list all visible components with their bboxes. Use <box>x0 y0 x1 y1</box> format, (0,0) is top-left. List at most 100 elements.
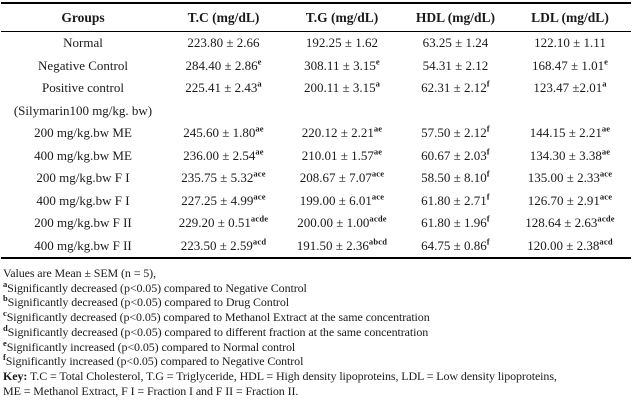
results-table: Groups T.C (mg/dL) T.G (mg/dL) HDL (mg/dL) L… <box>1 2 631 259</box>
value-superscript: acde <box>369 213 387 224</box>
table-row: Positive control 225.41 ± 2.43a 200.11 ± 3… <box>1 77 631 100</box>
table-row: 400 mg/kg.bw F I 227.25 ± 4.99ace 199.00 ±… <box>1 190 631 213</box>
value-superscript: ae <box>255 123 264 134</box>
value-superscript: f <box>486 168 490 179</box>
value-superscript: f <box>486 191 490 202</box>
footnote-item: eSignificantly increased (p<0.05) compar… <box>3 337 631 355</box>
value-cell: 227.25 ± 4.99ace <box>181 191 266 208</box>
value-superscript: ace <box>599 168 613 179</box>
footnote-item: fSignificantly increased (p<0.05) compar… <box>3 352 631 369</box>
value-superscript: abcd <box>368 236 388 247</box>
value-cell: 200.00 ± 1.00acde <box>297 213 387 230</box>
value-superscript: ace <box>253 191 266 202</box>
value-cell: 223.50 ± 2.59acd <box>180 236 267 253</box>
value-superscript: ace <box>371 168 385 179</box>
footnote-marker: e <box>3 337 7 348</box>
value-superscript: f <box>486 213 490 224</box>
value-cell: 144.15 ± 2.21ae <box>529 123 611 140</box>
value-superscript: f <box>486 146 490 157</box>
value-superscript: a <box>602 78 607 89</box>
value-cell: 191.50 ± 2.36abcd <box>296 236 388 253</box>
footnote-marker: a <box>3 278 8 289</box>
footnote-marker: f <box>3 352 6 363</box>
value-cell: 123.47 ±2.01a <box>533 78 607 95</box>
value-cell: 57.50 ± 2.12f <box>421 123 490 140</box>
value-cell: 225.41 ± 2.43a <box>185 78 262 95</box>
table-row: 400 mg/kg.bw ME 236.00 ± 2.54ae 210.01 ± 1… <box>1 145 631 168</box>
value-cell: 126.70 ± 2.91ace <box>527 191 613 208</box>
footnote-marker: c <box>3 308 7 319</box>
footnote-text: Significantly decreased (p<0.05) compare… <box>7 295 289 310</box>
table-row: (Silymarin100 mg/kg. bw) <box>1 100 631 123</box>
group-cell: Negative Control <box>38 57 128 73</box>
value-superscript: ae <box>373 123 383 134</box>
footnote-marker: b <box>3 293 8 304</box>
value-superscript: ace <box>371 191 385 202</box>
group-cell: 200 mg/kg.bw F II <box>34 215 132 230</box>
group-cell: 400 mg/kg.bw ME <box>34 147 132 163</box>
value-superscript: acde <box>597 213 615 224</box>
value-cell: 120.00 ± 2.38acd <box>527 236 613 253</box>
footnote-item: bSignificantly decreased (p<0.05) compar… <box>3 293 631 310</box>
value-cell: 62.31 ± 2.12f <box>421 78 490 95</box>
value-cell: 308.11 ± 3.15e <box>304 56 380 73</box>
value-cell: 236.00 ± 2.54ae <box>183 146 264 163</box>
table-row: 200 mg/kg.bw F II 229.20 ± 0.51acde 200.00… <box>1 212 631 235</box>
value-cell: 192.25 ± 1.62 <box>305 35 379 50</box>
value-cell: 54.31 ± 2.12 <box>422 57 489 73</box>
value-cell: 235.75 ± 5.32ace <box>181 168 266 185</box>
value-cell: 135.00 ± 2.33ace <box>527 168 613 185</box>
value-superscript: f <box>486 123 490 134</box>
value-cell <box>165 100 282 123</box>
footnote-item: aSignificantly decreased (p<0.05) compar… <box>3 278 631 296</box>
value-superscript: ace <box>253 168 266 179</box>
footnote-text: Significantly increased (p<0.05) compare… <box>5 354 304 369</box>
column-header: Groups <box>61 10 105 25</box>
group-cell: 200 mg/kg.bw ME <box>34 125 132 140</box>
value-cell: 63.25 ± 1.24 <box>422 35 489 50</box>
footnote-item: dSignificantly decreased (p<0.05) compar… <box>3 324 631 340</box>
value-cell: 168.47 ± 1.01e <box>531 56 609 73</box>
value-cell <box>509 100 631 123</box>
value-cell: 199.00 ± 6.01ace <box>299 191 385 208</box>
value-cell: 58.50 ± 8.10f <box>421 168 490 185</box>
footnote-text: Significantly decreased (p<0.05) compare… <box>7 324 429 339</box>
key-continuation: ME = Methanol Extract, F I = Fraction I … <box>3 383 299 398</box>
value-cell: 223.80 ± 2.66 <box>187 35 260 50</box>
value-superscript: e <box>257 56 262 67</box>
value-superscript: a <box>257 78 262 89</box>
table-row: 200 mg/kg.bw ME 245.60 ± 1.80ae 220.12 ± 2… <box>1 122 631 145</box>
value-superscript: f <box>486 78 490 89</box>
value-cell: 61.80 ± 1.96f <box>421 213 490 230</box>
value-superscript: f <box>486 236 490 247</box>
value-superscript: acd <box>599 236 613 247</box>
footnote-text: Significantly increased (p<0.05) compare… <box>6 339 296 354</box>
value-cell <box>402 100 509 123</box>
table-row: 400 mg/kg.bw F II 223.50 ± 2.59acd 191.50 … <box>1 235 631 259</box>
value-cell: 210.01 ± 1.57ae <box>301 146 383 163</box>
key-label: Key: <box>3 368 28 383</box>
column-header: HDL (mg/dL) <box>415 10 496 25</box>
group-cell: Positive control <box>42 80 124 95</box>
value-cell: 208.67 ± 7.07ace <box>299 168 385 185</box>
group-cell: 400 mg/kg.bw F II <box>34 237 132 253</box>
value-superscript: e <box>375 56 380 67</box>
value-cell: 245.60 ± 1.80ae <box>183 123 264 140</box>
value-superscript: e <box>604 56 609 67</box>
table-body: Normal 223.80 ± 2.66 192.25 ± 1.62 63.25 ± … <box>1 32 631 259</box>
key-text: T.C = Total Cholesterol, T.G = Triglycer… <box>27 368 557 383</box>
value-superscript: ace <box>599 191 613 202</box>
footnotes-list: a Significantly decreased (p<0.05) compar… <box>3 278 631 369</box>
value-superscript: ae <box>601 123 611 134</box>
column-header: T.C (mg/dL) <box>187 10 260 25</box>
value-cell: 128.64 ± 2.63acde <box>525 213 615 230</box>
group-cell: 200 mg/kg.bw F I <box>36 170 130 185</box>
value-cell: 229.20 ± 0.51acde <box>178 213 269 230</box>
column-header: T.G (mg/dL) <box>305 10 379 25</box>
table-row: 200 mg/kg.bw F I 235.75 ± 5.32ace 208.67 ±… <box>1 167 631 190</box>
value-cell: 122.10 ± 1.11 <box>534 35 606 50</box>
key-line: Key: T.C = Total Cholesterol, T.G = Trig… <box>3 369 631 384</box>
value-superscript: acde <box>250 213 269 224</box>
value-cell: 200.11 ± 3.15a <box>303 78 381 95</box>
table-row: Normal 223.80 ± 2.66 192.25 ± 1.62 63.25 ± … <box>1 32 631 55</box>
